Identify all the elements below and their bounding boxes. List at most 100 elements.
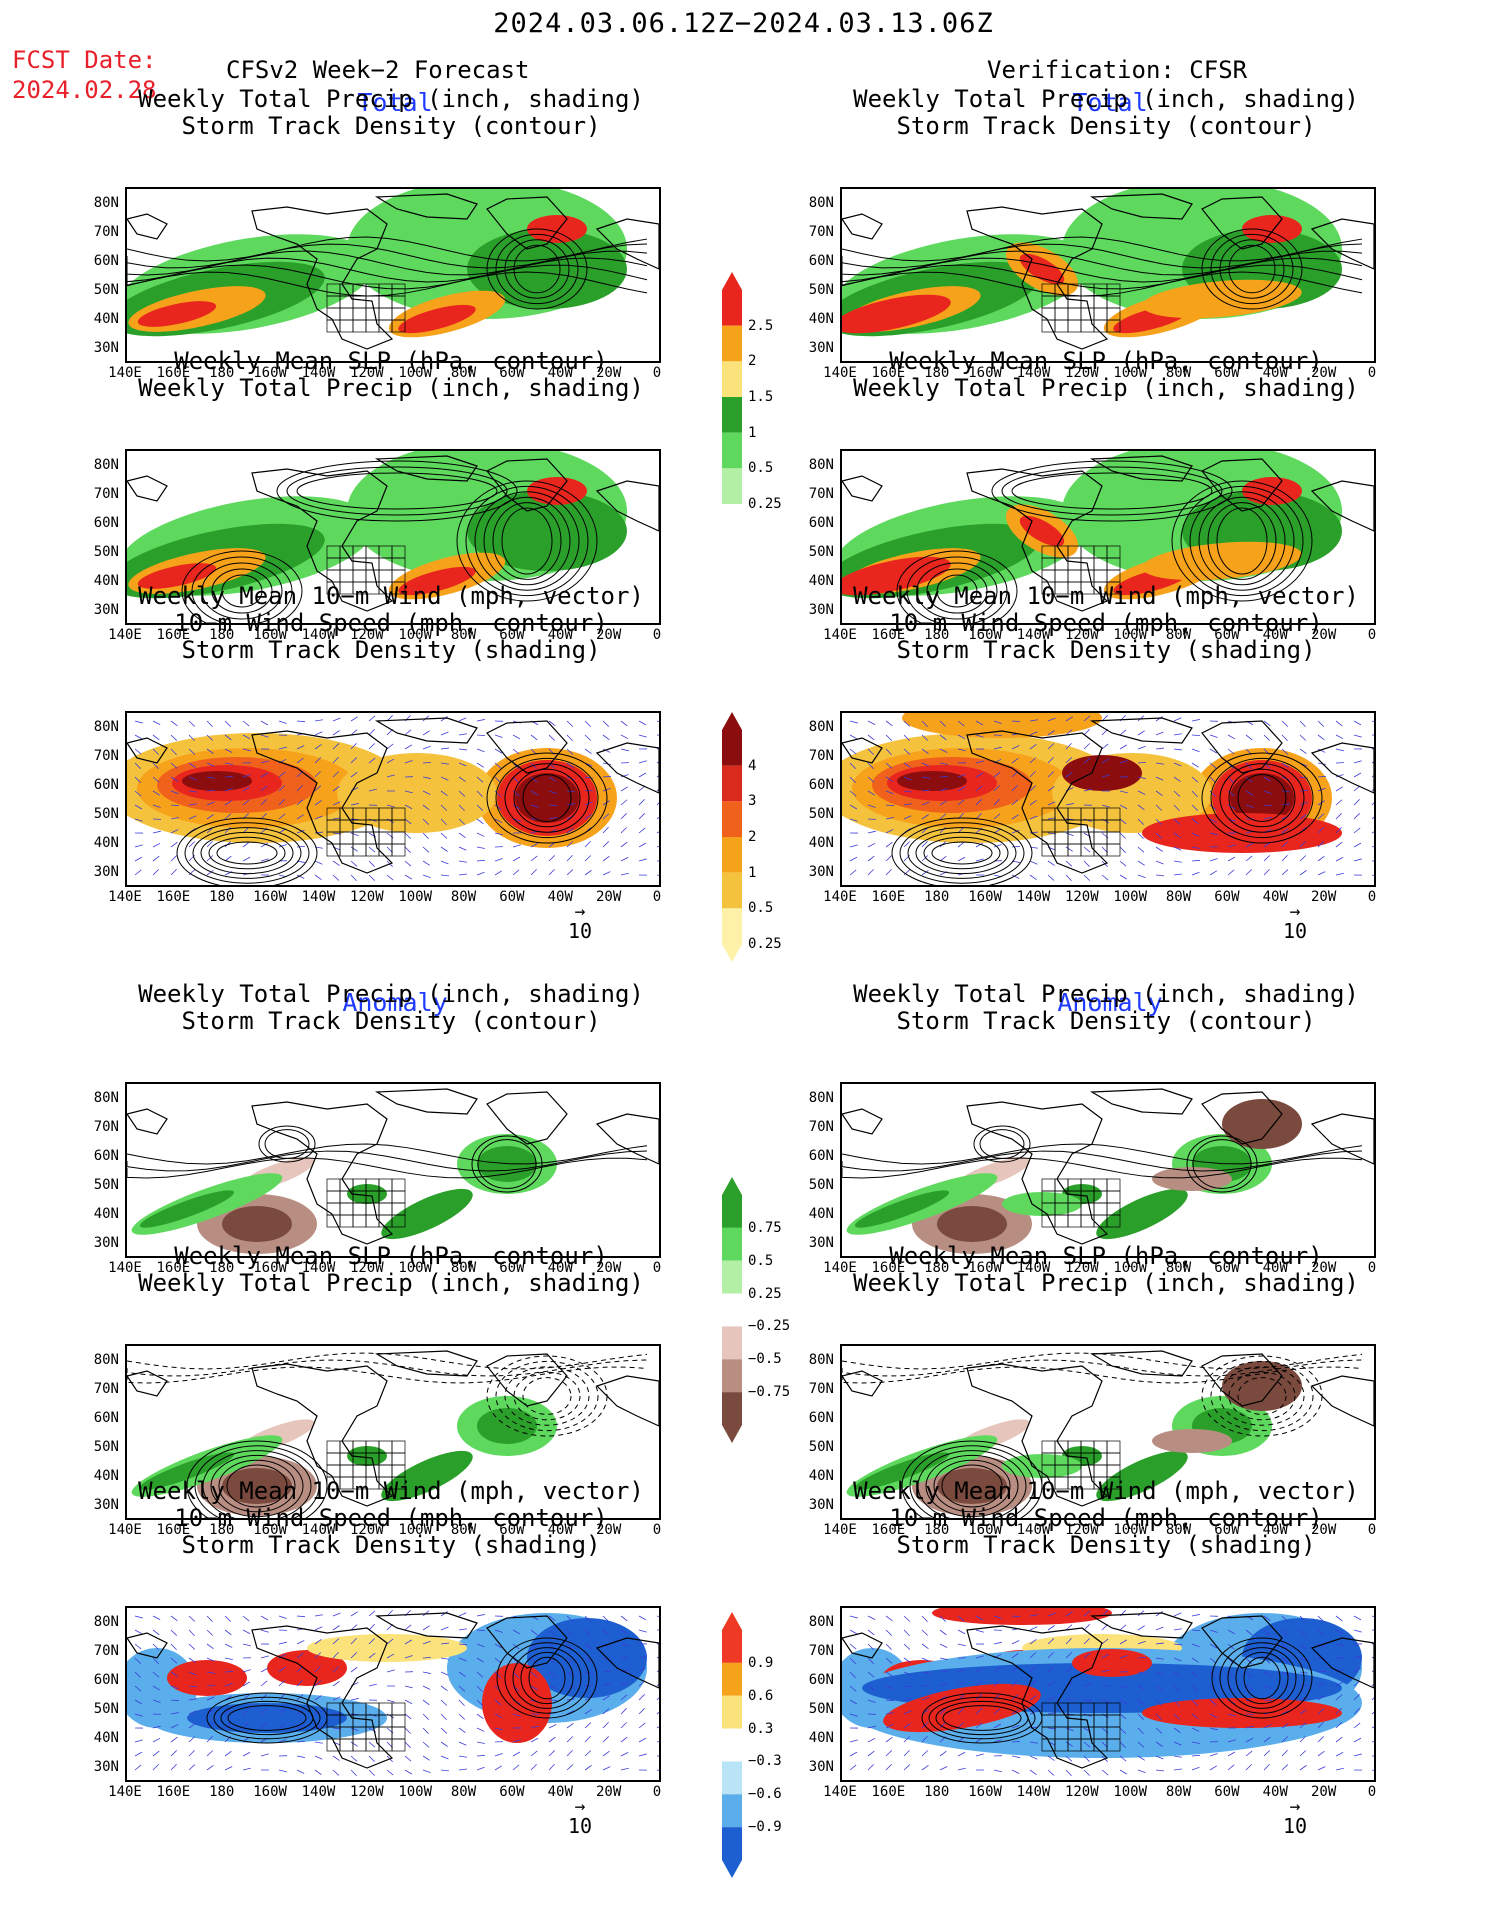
- wind-vector: [1263, 1763, 1270, 1771]
- wind-vector: [620, 1681, 629, 1687]
- coastline: [127, 213, 168, 240]
- wind-vector: [1227, 1629, 1236, 1635]
- wind-vector: [1065, 1637, 1072, 1645]
- lat-tick-label: 80N: [93, 719, 119, 735]
- wind-vector: [530, 1629, 538, 1636]
- wind-vector: [1065, 716, 1073, 722]
- lon-tick-label: 160E: [871, 365, 906, 381]
- wind-vector: [1263, 1685, 1272, 1690]
- wind-vector: [1281, 762, 1289, 768]
- wind-vector: [476, 734, 486, 737]
- lon-tick-label: 160E: [156, 627, 191, 643]
- wind-vector: [1209, 1713, 1218, 1719]
- wind-vector: [350, 1741, 358, 1747]
- wind-vector: [296, 1755, 305, 1758]
- contour-line: [211, 568, 273, 614]
- state-border: [339, 569, 354, 583]
- wind-vector: [404, 760, 413, 764]
- wind-vector: [849, 856, 858, 862]
- wind-vector: [242, 799, 250, 806]
- wind-vector: [1281, 1722, 1289, 1729]
- lon-tick-label: 180: [209, 889, 235, 905]
- wind-vector: [440, 762, 449, 765]
- contour-line: [520, 1651, 574, 1705]
- wind-vector: [584, 1643, 592, 1649]
- wind-vector: [512, 869, 520, 876]
- wind-vector: [1281, 720, 1289, 727]
- wind-vector: [548, 868, 555, 876]
- wind-vector: [939, 1657, 948, 1661]
- wind-vector: [1047, 860, 1055, 866]
- wind-vector: [530, 790, 539, 796]
- wind-vector: [638, 842, 647, 848]
- wind-vector: [921, 1684, 930, 1687]
- wind-vector: [1299, 1750, 1307, 1757]
- wind-vector: [638, 1655, 647, 1659]
- wind-vector: [1353, 1615, 1362, 1621]
- state-border: [1067, 1214, 1082, 1228]
- lon-tick-label: 60W: [499, 1784, 525, 1800]
- wind-vector: [921, 814, 929, 820]
- contour-line: [926, 568, 988, 614]
- wind-vector: [440, 1699, 448, 1706]
- wind-vector: [656, 761, 659, 764]
- wind-vector: [296, 874, 305, 879]
- wind-vector: [1029, 719, 1038, 722]
- contour-line: [202, 1450, 312, 1518]
- wind-vector: [1191, 776, 1199, 783]
- wind-vector: [656, 874, 659, 876]
- wind-vector: [903, 734, 910, 742]
- lon-tick-label: 20W: [1310, 627, 1337, 643]
- wind-vector: [903, 1629, 910, 1637]
- lon-tick-label: 20W: [595, 889, 622, 905]
- wind-vector: [1209, 748, 1218, 754]
- lon-tick-label: 140E: [108, 1260, 142, 1276]
- panel-title-line: Weekly Total Precip (inch, shading): [138, 374, 644, 402]
- lat-tick-label: 50N: [808, 1177, 834, 1193]
- wind-vector: [867, 1685, 876, 1691]
- state-border: [1067, 831, 1082, 845]
- wind-vector: [1299, 1643, 1307, 1649]
- wind-vector: [1119, 760, 1128, 764]
- wind-vector: [314, 1665, 321, 1673]
- wind-vector: [584, 1765, 592, 1771]
- wind-vector: [458, 818, 466, 825]
- contour-line: [258, 1125, 316, 1163]
- wind-vector: [512, 1739, 521, 1743]
- wind-vector: [975, 858, 984, 862]
- wind-vector: [1047, 801, 1056, 806]
- shading-region: [515, 773, 579, 823]
- wind-vector: [1299, 1709, 1307, 1715]
- wind-vector: [849, 748, 857, 755]
- wind-vector: [476, 1657, 484, 1663]
- contour-line: [127, 236, 648, 262]
- wind-vector: [939, 734, 947, 741]
- lon-tick-label: 160W: [253, 1784, 287, 1800]
- wind-vector: [278, 785, 285, 792]
- wind-vector: [350, 1666, 358, 1673]
- wind-vector: [1065, 771, 1073, 778]
- wind-vector: [1029, 1695, 1037, 1701]
- wind-vector: [867, 855, 875, 862]
- wind-vector: [921, 776, 930, 779]
- wind-vector: [993, 1694, 1000, 1701]
- wind-vector: [476, 1699, 484, 1706]
- wind-vector: [1047, 832, 1056, 835]
- wind-vector: [1029, 860, 1038, 865]
- wind-vector: [1065, 1611, 1073, 1617]
- wind-vector: [566, 1657, 574, 1663]
- wind-vector: [260, 1753, 269, 1757]
- panel-title-line: Weekly Mean 10−m Wind (mph, vector): [853, 1477, 1359, 1505]
- wind-vector: [458, 1713, 466, 1720]
- wind-vector: [939, 776, 949, 778]
- wind-vector: [242, 774, 251, 778]
- wind-vector: [1227, 1751, 1236, 1757]
- wind-vector: [314, 731, 323, 736]
- wind-vector: [867, 1629, 875, 1636]
- map-panel: [840, 1606, 1376, 1782]
- wind-vector: [458, 1768, 467, 1771]
- wind-vector: [548, 804, 558, 806]
- wind-vector: [1029, 1665, 1036, 1673]
- wind-vector: [638, 1753, 647, 1757]
- state-border: [352, 831, 367, 845]
